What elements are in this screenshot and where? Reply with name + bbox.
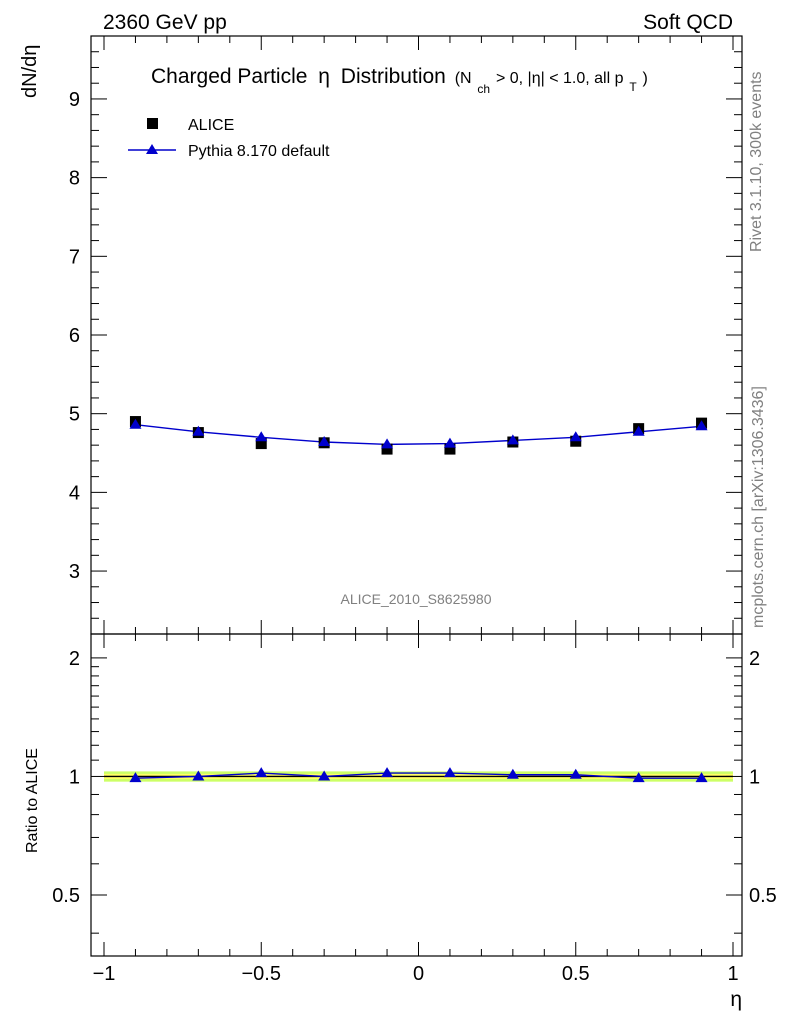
y-tick-label: 4: [69, 482, 80, 504]
x-tick-label: 1: [727, 963, 738, 985]
pythia-point: [318, 436, 331, 447]
ratio-point: [192, 770, 205, 781]
alice-point: [444, 443, 456, 455]
legend-pythia-label: Pythia 8.170 default: [188, 143, 330, 160]
pythia-point: [443, 437, 456, 448]
x-tick-label: −1: [93, 963, 116, 985]
title-main2: Distribution: [341, 65, 446, 88]
pythia-point: [632, 425, 645, 436]
plot-title: Charged Particle η Distribution (N ch > …: [151, 65, 648, 98]
legend-pythia-marker: [146, 144, 158, 154]
y-tick-label: 7: [69, 246, 80, 268]
title-cuts-sub2: T: [629, 80, 637, 94]
ratio-point: [129, 772, 142, 783]
title-cuts-post: ): [643, 70, 648, 87]
ratio-point: [569, 768, 582, 779]
pythia-point: [381, 438, 394, 449]
legend-alice-label: ALICE: [188, 117, 234, 134]
y-tick-label: 6: [69, 325, 80, 347]
y-axis-title: dN/dη: [19, 45, 41, 98]
ratio-tick-label-right: 1: [749, 766, 760, 788]
title-eta: η: [318, 65, 330, 88]
pythia-point: [192, 425, 205, 436]
ratio-tick-label-right: 2: [749, 648, 760, 670]
y-tick-label: 5: [69, 404, 80, 426]
ratio-point: [443, 767, 456, 778]
alice-point: [255, 438, 267, 450]
ratio-tick-label: 0.5: [52, 885, 80, 907]
ratio-point: [506, 768, 519, 779]
pythia-point: [129, 418, 142, 429]
ratio-tick-label: 2: [69, 648, 80, 670]
pythia-line: [135, 424, 702, 446]
pythia-point: [695, 420, 708, 431]
y-tick-label: 3: [69, 561, 80, 583]
alice-point: [381, 443, 393, 455]
x-tick-label: 0.5: [562, 963, 590, 985]
pythia-point: [506, 434, 519, 445]
y-tick-label: 9: [69, 89, 80, 111]
pythia-point: [569, 431, 582, 442]
x-tick-label: −0.5: [242, 963, 281, 985]
ratio-point: [632, 772, 645, 783]
header-left: 2360 GeV pp: [103, 11, 227, 34]
ratio-plot-frame: [90, 633, 743, 957]
ratio-axis-title: Ratio to ALICE: [24, 748, 41, 853]
x-tick-label: 0: [413, 963, 424, 985]
side-text-bottom: mcplots.cern.ch [arXiv:1306.3436]: [750, 386, 767, 628]
ratio-point: [318, 770, 331, 781]
pythia-point: [255, 431, 268, 442]
ratio-tick-label-right: 0.5: [749, 885, 777, 907]
analysis-watermark: ALICE_2010_S8625980: [340, 591, 491, 607]
title-cuts-pre: (N: [455, 70, 472, 87]
title-cuts-sub: ch: [477, 82, 490, 96]
y-tick-label: 8: [69, 168, 80, 190]
title-main: Charged Particle: [151, 65, 307, 88]
legend-alice-marker: [147, 118, 158, 129]
header-right: Soft QCD: [643, 11, 733, 34]
ratio-point: [381, 767, 394, 778]
ratio-point: [255, 767, 268, 778]
ratio-line: [135, 772, 702, 779]
title-cuts-mid: > 0, |η| < 1.0, all p: [496, 70, 624, 87]
side-text-top: Rivet 3.1.10, 300k events: [748, 71, 765, 252]
ratio-point: [695, 772, 708, 783]
ratio-tick-label: 1: [69, 766, 80, 788]
x-axis-title: η: [730, 988, 742, 1011]
